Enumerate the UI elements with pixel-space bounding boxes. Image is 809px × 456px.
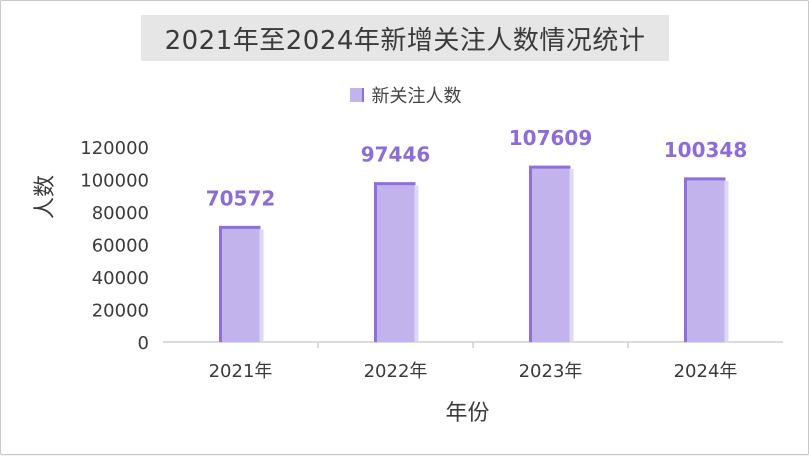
- x-axis-label: 年份: [445, 401, 490, 426]
- y-axis-label: 人数: [33, 174, 58, 219]
- data-label: 100348: [664, 138, 748, 162]
- chart-title-box: 2021年至2024年新增关注人数情况统计: [141, 15, 669, 61]
- y-tick-label: 40000: [92, 268, 149, 289]
- y-tick-label: 0: [138, 333, 149, 354]
- y-tick-label: 60000: [92, 236, 149, 257]
- y-tick-label: 120000: [80, 138, 149, 159]
- bar: [375, 183, 416, 342]
- data-label: 70572: [206, 186, 276, 210]
- bar: [530, 167, 571, 342]
- y-tick-label: 100000: [80, 171, 149, 192]
- bar-edge: [374, 182, 416, 342]
- x-tick-label: 2022年: [364, 361, 428, 382]
- x-tick-label: 2021年: [209, 361, 273, 382]
- y-tick-label: 20000: [92, 301, 149, 322]
- bar: [220, 227, 261, 342]
- bar-edge: [529, 165, 571, 342]
- bar: [685, 178, 726, 342]
- chart-title: 2021年至2024年新增关注人数情况统计: [164, 25, 646, 56]
- legend: 新关注人数: [1, 81, 809, 109]
- x-tick-label: 2024年: [674, 361, 738, 382]
- y-tick-label: 80000: [92, 203, 149, 224]
- data-label: 97446: [361, 143, 431, 167]
- legend-label: 新关注人数: [371, 86, 462, 107]
- legend-swatch: [349, 88, 364, 102]
- data-label: 107609: [509, 126, 593, 150]
- x-tick-label: 2023年: [519, 361, 583, 382]
- bar-edge: [684, 177, 726, 342]
- bar-edge: [219, 225, 261, 342]
